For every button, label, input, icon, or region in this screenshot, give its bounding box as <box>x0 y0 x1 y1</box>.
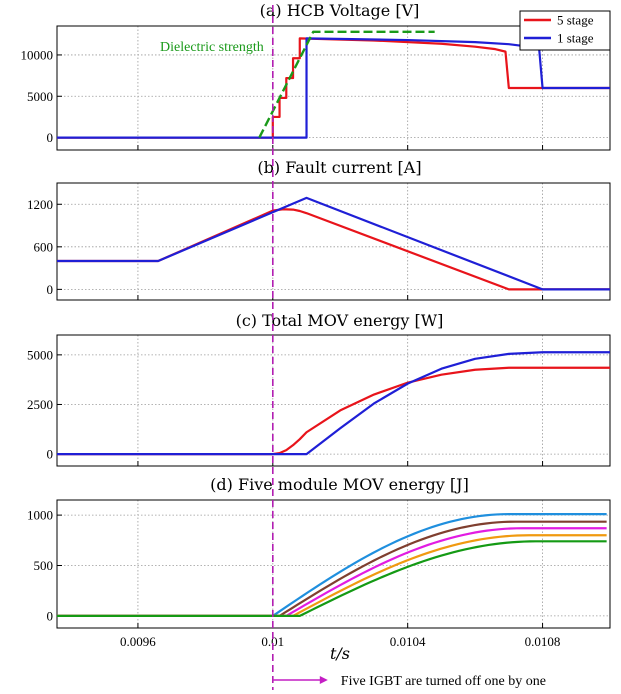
series-line-1-stage <box>57 37 610 139</box>
panel-1: (a) HCB Voltage [V] 0 5000 10000 Dielectric … <box>21 1 611 151</box>
series-line-module-4 <box>57 534 607 618</box>
overlay: t/s Five IGBT are turned off one by one <box>272 5 546 690</box>
legend-box <box>519 10 611 51</box>
x-tick-label: 0.0108 <box>525 634 561 649</box>
axes-frame <box>56 182 611 301</box>
annotation-text: Five IGBT are turned off one by one <box>341 674 546 689</box>
y-tick-label: 5000 <box>27 89 53 104</box>
y-tick-label: 500 <box>34 558 54 573</box>
y-tick-label: 10000 <box>21 47 54 62</box>
series-line-dielectric-strength <box>258 30 435 139</box>
series-line-1-stage <box>57 351 610 456</box>
y-tick-label: 600 <box>34 239 54 254</box>
legend-entry: 1 stage <box>557 31 594 46</box>
panel-3: (c) Total MOV energy [W] 0 2500 5000 <box>27 311 611 467</box>
y-tick-label: 0 <box>47 608 54 623</box>
legend-entry: 5 stage <box>557 13 594 28</box>
x-tick-label: 0.0096 <box>120 634 156 649</box>
series-line-5-stage <box>57 208 610 291</box>
series-line-module-2 <box>57 520 607 618</box>
annotation-arrow-head <box>319 676 328 684</box>
series-line-module-3 <box>57 527 607 618</box>
series-line-module-5 <box>57 540 607 618</box>
x-axis-label: t/s <box>330 644 350 663</box>
y-tick-label: 5000 <box>27 347 53 362</box>
panel-title: (c) Total MOV energy [W] <box>236 311 444 330</box>
series-line-5-stage <box>57 37 610 139</box>
panel-2: (b) Fault current [A] 0 600 1200 <box>27 158 611 301</box>
series-line-1-stage <box>57 196 610 291</box>
y-tick-label: 0 <box>47 130 54 145</box>
series-line-module-1 <box>57 513 607 618</box>
y-tick-label: 0 <box>47 447 54 462</box>
axes-frame <box>56 334 611 467</box>
panel-title: (a) HCB Voltage [V] <box>260 1 420 20</box>
y-tick-label: 1000 <box>27 508 53 523</box>
dielectric-strength-label: Dielectric strength <box>160 40 264 55</box>
y-tick-label: 1200 <box>27 197 53 212</box>
y-tick-label: 2500 <box>27 397 53 412</box>
legend: 5 stage 1 stage <box>519 10 611 51</box>
panel-title: (b) Fault current [A] <box>257 158 421 177</box>
panel-title: (d) Five module MOV energy [J] <box>210 475 469 494</box>
x-tick-label: 0.01 <box>261 634 284 649</box>
panel-4: (d) Five module MOV energy [J] 0 500 1000 0.… <box>27 475 611 649</box>
x-tick-label: 0.0104 <box>390 634 426 649</box>
y-tick-label: 0 <box>47 282 54 297</box>
axes-frame <box>56 499 611 629</box>
series-line-5-stage <box>57 366 610 456</box>
